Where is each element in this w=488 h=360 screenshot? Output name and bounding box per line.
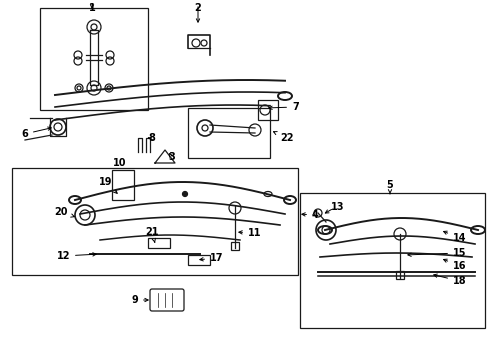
Bar (112, 170, 134, 200)
Text: 13: 13 (330, 202, 344, 212)
Text: 11: 11 (238, 228, 261, 238)
Text: 7: 7 (268, 102, 298, 112)
Text: 2: 2 (194, 3, 201, 13)
Text: 9: 9 (131, 295, 148, 305)
Text: 17: 17 (200, 253, 223, 263)
Bar (395, 271, 403, 279)
Bar (187, 255, 209, 265)
Text: 14: 14 (443, 231, 466, 243)
Text: 12: 12 (57, 251, 96, 261)
Text: 20: 20 (54, 207, 74, 217)
Bar (258, 100, 278, 120)
Text: 5: 5 (386, 180, 392, 190)
Bar (187, 108, 269, 158)
Text: 21: 21 (145, 227, 159, 243)
Text: 19: 19 (98, 177, 117, 193)
Text: 16: 16 (443, 259, 466, 271)
Text: 22: 22 (273, 132, 293, 143)
Text: 10: 10 (113, 158, 126, 168)
Text: 6: 6 (21, 127, 51, 139)
Text: 8: 8 (148, 133, 155, 143)
Circle shape (182, 192, 187, 197)
Text: 15: 15 (407, 248, 466, 258)
Text: 18: 18 (433, 274, 466, 286)
Text: 3: 3 (168, 152, 174, 162)
Bar (12, 168, 297, 275)
Bar (40, 8, 148, 110)
Text: 1: 1 (88, 3, 95, 13)
Bar (299, 193, 484, 328)
Bar (148, 238, 170, 248)
Text: 4: 4 (301, 210, 318, 220)
Bar (230, 242, 239, 250)
